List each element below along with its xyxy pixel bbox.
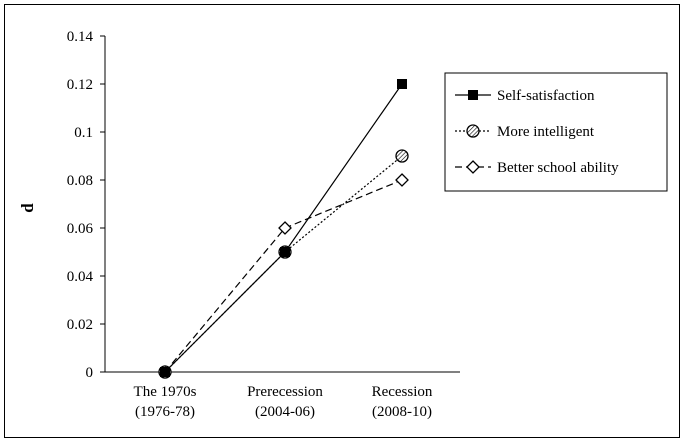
- data-point-2-2: [395, 173, 409, 187]
- y-tick-label: 0.08: [67, 173, 93, 189]
- y-tick-label: 0.14: [67, 29, 94, 45]
- x-tick-label: The 1970s: [134, 384, 197, 400]
- y-tick-label: 0.02: [67, 317, 93, 333]
- x-tick-label: (1976-78): [135, 404, 195, 420]
- data-point-0-1: [280, 247, 290, 257]
- data-point-0-2: [397, 79, 407, 89]
- legend-box: [444, 72, 668, 192]
- chart-frame: 0 0.02 0.04 0.06 0.08 0.1 0.12 0.14 d The 1970s (1…: [4, 4, 680, 438]
- x-tick-label: Recession: [372, 384, 433, 400]
- y-axis-label: d: [18, 203, 37, 213]
- legend-marker-1: [466, 124, 480, 138]
- data-point-0-0: [160, 367, 170, 377]
- x-tick-label: Prerecession: [247, 384, 323, 400]
- series-line-1: [164, 155, 403, 373]
- legend-label-2: Better school ability: [497, 160, 619, 176]
- legend-label-1: More intelligent: [497, 124, 595, 140]
- line-chart: 0 0.02 0.04 0.06 0.08 0.1 0.12 0.14 d The 1970s (1…: [18, 29, 668, 420]
- legend-marker-0: [468, 90, 478, 100]
- data-point-1-2: [395, 149, 409, 163]
- x-tick-label: (2004-06): [255, 404, 315, 420]
- y-tick-label: 0.12: [67, 77, 93, 93]
- legend-marker-2: [466, 160, 480, 174]
- y-tick-label: 0.1: [74, 125, 93, 141]
- x-tick-label: (2008-10): [372, 404, 432, 420]
- series-line-2: [164, 179, 403, 373]
- data-point-2-1: [278, 221, 292, 235]
- y-tick-label: 0.04: [67, 269, 94, 285]
- y-tick-label: 0: [86, 365, 94, 381]
- y-tick-label: 0.06: [67, 221, 94, 237]
- legend-label-0: Self-satisfaction: [497, 88, 595, 104]
